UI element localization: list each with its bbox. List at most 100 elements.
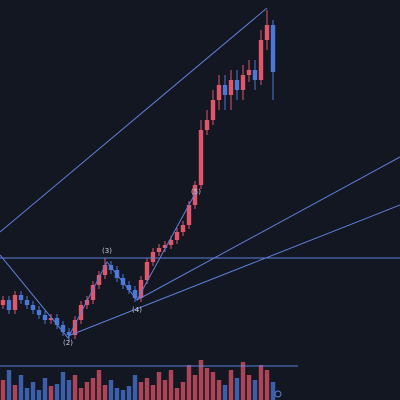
candle-body bbox=[270, 25, 276, 72]
volume-bar bbox=[90, 378, 96, 400]
volume-bar bbox=[6, 370, 12, 400]
drawings bbox=[0, 7, 400, 398]
volume-bar bbox=[216, 380, 222, 400]
candle-body bbox=[18, 295, 24, 300]
volume-bar bbox=[168, 370, 174, 400]
volume-bar bbox=[42, 378, 48, 400]
trend-line bbox=[0, 7, 268, 233]
candle-body bbox=[72, 320, 78, 335]
volume-bar bbox=[210, 372, 216, 400]
wave-label: (3) bbox=[102, 247, 112, 255]
candle-body bbox=[228, 80, 234, 95]
wave-path bbox=[0, 191, 197, 339]
volume-bar bbox=[48, 386, 54, 400]
volume-bar bbox=[264, 370, 270, 400]
candle-body bbox=[192, 185, 198, 205]
candle-body bbox=[6, 300, 12, 310]
wave-label: (2) bbox=[63, 339, 73, 347]
candle-body bbox=[126, 285, 132, 290]
volume-bar bbox=[150, 385, 156, 400]
candle-body bbox=[138, 280, 144, 298]
candle-body bbox=[222, 85, 228, 95]
volume-bar bbox=[114, 388, 120, 400]
candle-body bbox=[48, 318, 54, 320]
candle-body bbox=[186, 205, 192, 225]
candle-body bbox=[42, 315, 48, 320]
volume-bar bbox=[18, 375, 24, 400]
trend-line bbox=[136, 156, 400, 301]
candle-body bbox=[24, 300, 30, 305]
candle-body bbox=[36, 310, 42, 315]
candle-body bbox=[96, 275, 102, 285]
volume-bar bbox=[108, 380, 114, 400]
volume-bar bbox=[222, 385, 228, 400]
volume-bar bbox=[234, 378, 240, 400]
candle-body bbox=[66, 332, 72, 335]
volume-bar bbox=[144, 378, 150, 400]
volume-bar bbox=[228, 370, 234, 400]
candle-body bbox=[162, 245, 168, 248]
volume-bar bbox=[24, 388, 30, 400]
candle-body bbox=[30, 305, 36, 310]
trend-line bbox=[67, 204, 400, 337]
volume-bar bbox=[72, 375, 78, 400]
volume-bar bbox=[246, 375, 252, 400]
volume-bar bbox=[12, 385, 18, 400]
volume-bar bbox=[180, 382, 186, 400]
volume-bar bbox=[204, 368, 210, 400]
volume-bar bbox=[84, 382, 90, 400]
candle-body bbox=[156, 248, 162, 252]
volume-bar bbox=[36, 390, 42, 400]
candle-body bbox=[168, 240, 174, 245]
candle-body bbox=[204, 120, 210, 130]
candle-body bbox=[246, 70, 252, 75]
candle-body bbox=[132, 290, 138, 298]
candle-body bbox=[60, 325, 66, 332]
candle-body bbox=[240, 75, 246, 90]
candle-body bbox=[252, 70, 258, 80]
candle-body bbox=[258, 40, 264, 80]
candle-body bbox=[264, 25, 270, 40]
volume-bar bbox=[126, 386, 132, 400]
volume-bar bbox=[186, 365, 192, 400]
volume-bar bbox=[138, 382, 144, 400]
candle-body bbox=[54, 318, 60, 325]
candle-body bbox=[174, 232, 180, 240]
volume-bar bbox=[120, 390, 126, 400]
volume-bar bbox=[30, 382, 36, 400]
wave-label: (4) bbox=[132, 306, 142, 314]
volume-bar bbox=[66, 380, 72, 400]
candle-body bbox=[216, 85, 222, 100]
volume-bar bbox=[0, 380, 6, 400]
volume-bar bbox=[162, 380, 168, 400]
candle-body bbox=[150, 252, 156, 262]
volume-bar bbox=[270, 382, 276, 400]
volume-bar bbox=[96, 370, 102, 400]
candle-body bbox=[144, 262, 150, 280]
candle-body bbox=[0, 300, 6, 305]
candle-body bbox=[90, 285, 96, 300]
candle-body bbox=[102, 265, 108, 275]
wave-label: (5) bbox=[191, 188, 201, 196]
volume-bar bbox=[258, 365, 264, 400]
volume-bar bbox=[156, 372, 162, 400]
volume-bar bbox=[102, 385, 108, 400]
volume-bar bbox=[252, 380, 258, 400]
candle-body bbox=[198, 130, 204, 185]
candle-body bbox=[12, 295, 18, 310]
candle-body bbox=[234, 80, 240, 90]
volume-bar bbox=[78, 388, 84, 400]
candle-body bbox=[180, 225, 186, 232]
candle-body bbox=[210, 100, 216, 120]
volume-bar bbox=[174, 388, 180, 400]
marks bbox=[0, 10, 276, 400]
volume-bar bbox=[60, 372, 66, 400]
volume-bar bbox=[192, 375, 198, 400]
volume-bar bbox=[198, 360, 204, 400]
volume-bar bbox=[132, 375, 138, 400]
marker bbox=[274, 390, 282, 398]
candle-body bbox=[84, 300, 90, 305]
